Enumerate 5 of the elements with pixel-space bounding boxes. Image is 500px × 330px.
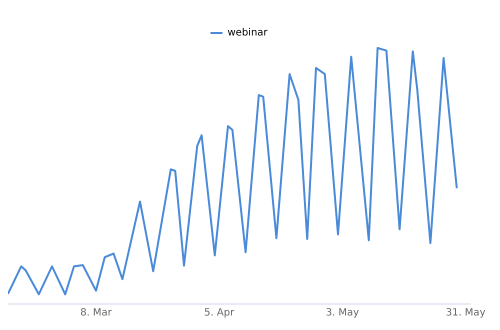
x-tick-label: 3. May: [326, 308, 360, 319]
x-tick-label: 31. May: [446, 308, 486, 319]
x-tick-label: 8. Mar: [80, 308, 113, 319]
legend-label: webinar: [227, 28, 268, 39]
x-tick-label: 5. Apr: [204, 308, 236, 319]
